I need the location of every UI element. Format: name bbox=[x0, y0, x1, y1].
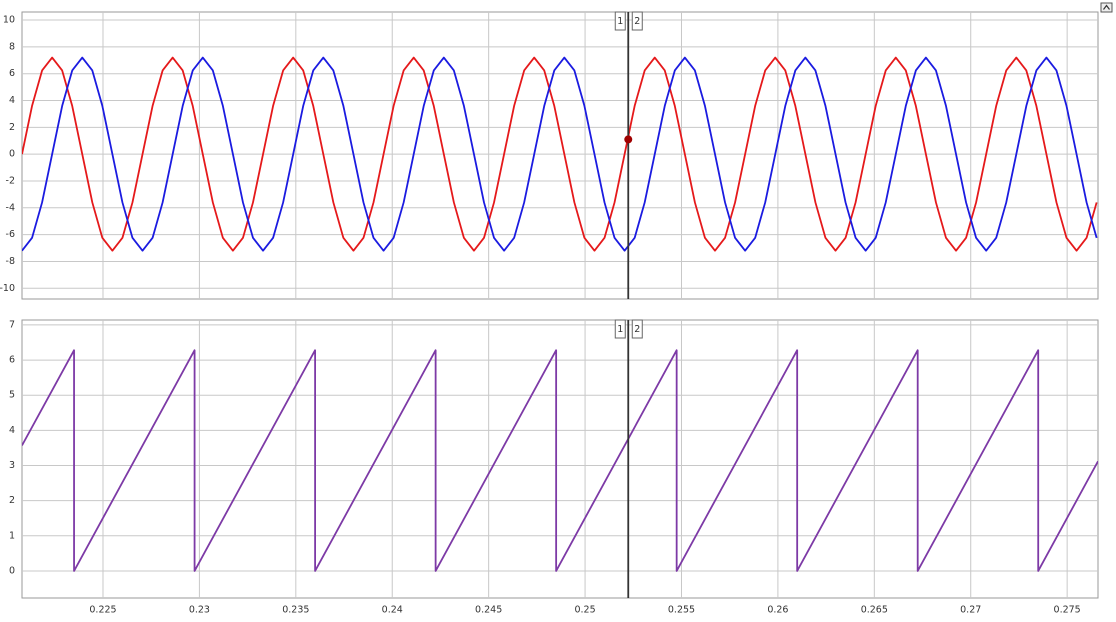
y-tick-label: 1 bbox=[9, 530, 15, 541]
x-tick-label: 0.235 bbox=[282, 605, 309, 616]
cursor-tag-label: 2 bbox=[634, 16, 640, 27]
y-tick-label: 0 bbox=[9, 565, 15, 576]
y-tick-label: -2 bbox=[6, 175, 15, 186]
signal-line bbox=[22, 349, 1098, 572]
x-tick-label: 0.275 bbox=[1054, 605, 1081, 616]
y-tick-label: 5 bbox=[9, 390, 15, 401]
y-tick-label: 4 bbox=[9, 95, 15, 106]
x-tick-label: 0.245 bbox=[475, 605, 502, 616]
x-tick-label: 0.23 bbox=[189, 605, 210, 616]
cursor-tag-box bbox=[631, 11, 643, 31]
y-tick-label: 10 bbox=[3, 15, 15, 26]
cursor-marker bbox=[624, 135, 633, 144]
x-tick-label: 0.255 bbox=[668, 605, 695, 616]
plot-panel: 0.225 0.23 0.235 0.24 0.245 0.25 0.255 0.26 0.26… bbox=[9, 319, 1099, 616]
x-tick-label: 0.27 bbox=[960, 605, 981, 616]
cursor-tag[interactable]: 2 bbox=[631, 11, 643, 31]
signal-line bbox=[22, 56, 1098, 252]
y-tick-label: 6 bbox=[9, 68, 15, 79]
cursor-tag-box bbox=[614, 319, 626, 339]
y-tick-label: -4 bbox=[6, 202, 15, 213]
x-tick-label: 0.225 bbox=[89, 605, 116, 616]
cursor-tag-box bbox=[614, 11, 626, 31]
plot-area bbox=[21, 11, 1099, 300]
cursor-tag-label: 2 bbox=[634, 324, 640, 335]
undock-button[interactable] bbox=[1100, 2, 1113, 13]
cursor-tag-label: 1 bbox=[617, 16, 623, 27]
cursor-tag[interactable]: 2 bbox=[631, 319, 643, 339]
cursor-tag-label: 1 bbox=[617, 324, 623, 335]
y-tick-label: 2 bbox=[9, 495, 15, 506]
x-tick-label: 0.265 bbox=[861, 605, 888, 616]
cursor-tag[interactable]: 1 bbox=[614, 11, 626, 31]
plot-area bbox=[21, 319, 1099, 599]
y-tick-label: -8 bbox=[6, 256, 15, 267]
x-tick-label: 0.24 bbox=[382, 605, 403, 616]
signal-line bbox=[22, 56, 1098, 252]
y-tick-label: 3 bbox=[9, 460, 15, 471]
y-tick-label: 2 bbox=[9, 122, 15, 133]
y-tick-label: 0 bbox=[9, 149, 15, 160]
x-tick-label: 0.26 bbox=[767, 605, 788, 616]
y-tick-label: -6 bbox=[6, 229, 15, 240]
cursor-tag-box bbox=[631, 319, 643, 339]
x-tick-label: 0.25 bbox=[574, 605, 595, 616]
y-tick-label: 8 bbox=[9, 41, 15, 52]
y-tick-label: 7 bbox=[9, 319, 15, 330]
y-tick-label: -10 bbox=[0, 283, 15, 294]
y-tick-label: 6 bbox=[9, 355, 15, 366]
y-tick-label: 4 bbox=[9, 425, 15, 436]
cursor-tag[interactable]: 1 bbox=[614, 319, 626, 339]
